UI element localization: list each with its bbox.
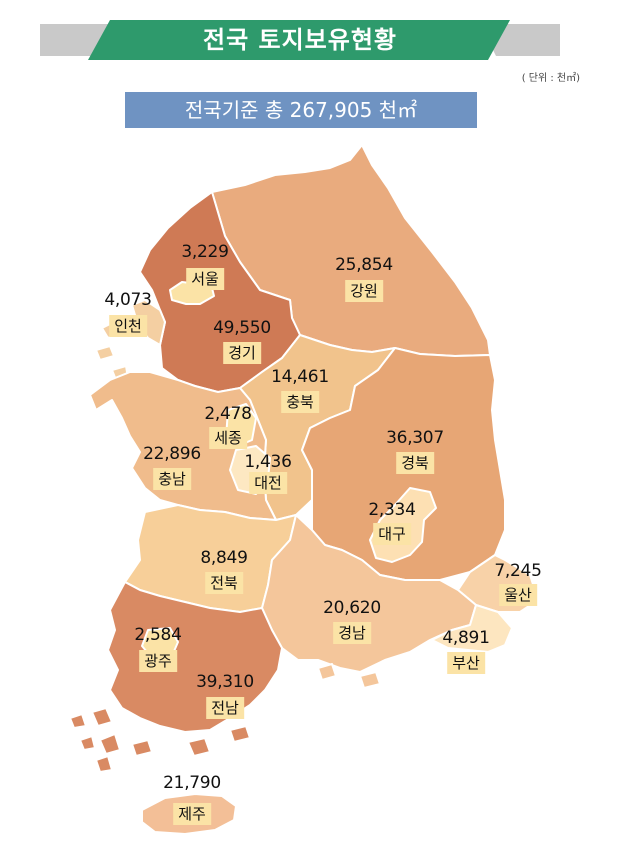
jeju-label: 제주	[173, 803, 211, 825]
gyeongnam-value: 20,620	[323, 598, 381, 618]
jeonnam-label: 전남	[206, 697, 244, 719]
region-gyeongnam-island-2	[317, 663, 337, 681]
gyeonggi-value: 49,550	[213, 318, 271, 338]
busan-label: 부산	[447, 652, 485, 674]
national-total: 전국기준 총 267,905 천㎡	[125, 92, 477, 128]
page-title: 전국 토지보유현황	[203, 26, 397, 54]
daejeon-value: 1,436	[244, 452, 292, 472]
chungnam-value: 22,896	[143, 444, 201, 464]
region-jeonnam-island-4	[131, 739, 153, 757]
region-jeonnam-island-8	[95, 755, 113, 773]
region-jeonnam-island-7	[69, 713, 87, 729]
daegu-label: 대구	[373, 523, 411, 545]
gyeongbuk-label: 경북	[396, 452, 434, 474]
chungbuk-label: 충북	[281, 391, 319, 413]
unit-label: ( 단위 : 천㎡)	[521, 73, 580, 84]
seoul-value: 3,229	[181, 242, 229, 262]
gyeongnam-label: 경남	[333, 622, 371, 644]
jeonbuk-value: 8,849	[200, 548, 248, 568]
seoul-label: 서울	[186, 268, 224, 290]
gyeonggi-label: 경기	[223, 342, 261, 364]
busan-value: 4,891	[442, 628, 490, 648]
daejeon-label: 대전	[249, 472, 287, 494]
region-jeonnam-island-3	[79, 735, 96, 751]
sejong-label: 세종	[209, 427, 247, 449]
region-jeonnam-island-2	[99, 733, 121, 755]
gangwon-label: 강원	[345, 280, 383, 302]
ulsan-value: 7,245	[494, 561, 542, 581]
chungbuk-value: 14,461	[271, 367, 329, 387]
gyeongbuk-value: 36,307	[386, 428, 444, 448]
region-jeonnam-island-5	[187, 737, 211, 757]
jeju-value: 21,790	[163, 773, 221, 793]
region-gyeongnam-island-1	[359, 671, 381, 689]
jeonbuk-label: 전북	[205, 572, 243, 594]
daegu-value: 2,334	[368, 500, 416, 520]
jeonnam-value: 39,310	[196, 672, 254, 692]
incheon-label: 인천	[109, 315, 147, 337]
gangwon-value: 25,854	[335, 255, 393, 275]
sejong-value: 2,478	[204, 404, 252, 424]
chungnam-label: 충남	[153, 468, 191, 490]
region-jeonnam-island-1	[91, 707, 113, 727]
region-incheon-island-1	[95, 345, 115, 361]
title-banner: 전국 토지보유현황	[40, 20, 560, 60]
region-jeonnam-island-6	[229, 725, 251, 743]
region-busan[interactable]	[431, 604, 513, 653]
gwangju-label: 광주	[139, 650, 177, 672]
title-banner-shape	[40, 20, 560, 60]
ulsan-label: 울산	[499, 584, 537, 606]
incheon-value: 4,073	[104, 290, 152, 310]
gwangju-value: 2,584	[134, 625, 182, 645]
